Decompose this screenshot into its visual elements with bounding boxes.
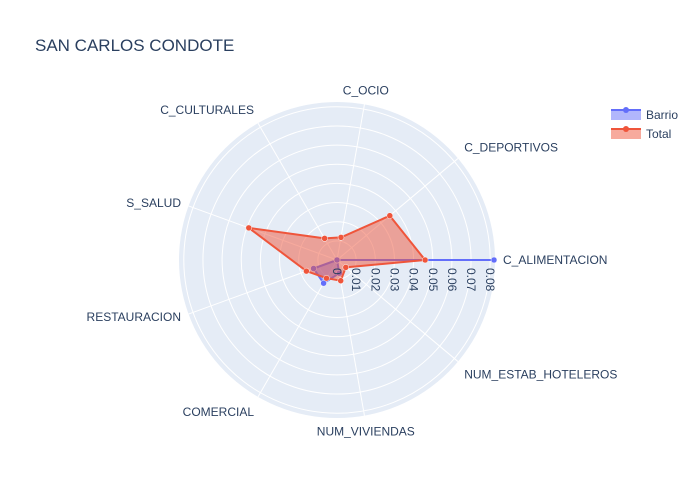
radial-tick-label: 0 [330,268,344,275]
data-point-total [342,264,350,271]
legend-item-barrio[interactable]: Barrio [611,107,678,122]
category-label: NUM_ESTAB_HOTELEROS [464,368,617,382]
legend-swatch [611,129,641,139]
data-point-total [421,256,429,264]
category-label: RESTAURACION [87,310,181,324]
radial-tick-label: 0.04 [407,268,421,292]
grid-spoke [336,259,459,362]
legend-label: Barrio [646,108,678,122]
legend-swatch [611,110,641,120]
legend-marker [623,126,629,132]
data-point-total [337,277,344,284]
radial-ticks: 0 0.01 0.02 0.03 0.04 0.05 0.06 0.07 0.08 [330,268,497,292]
legend-label: Total [646,127,671,141]
radial-tick-label: 0.03 [388,268,402,292]
radial-tick-label: 0.01 [349,268,363,292]
grid-spoke [336,259,365,416]
legend-marker [623,107,629,113]
radial-tick-label: 0.07 [464,268,478,292]
category-label: NUM_VIVIENDAS [317,425,415,439]
series-area-total [247,214,427,282]
radial-tick-label: 0.06 [445,268,459,292]
data-point-barrio [490,256,498,264]
series-layer [245,212,498,287]
radial-tick-label: 0.02 [368,268,382,292]
data-point-total [386,212,394,219]
data-point-total [303,267,310,275]
data-point-total [323,274,330,282]
data-point-total [245,224,253,232]
radial-tick-label: 0.05 [426,268,440,292]
category-label: C_OCIO [343,84,389,98]
chart-title: SAN CARLOS CONDOTE [35,36,234,55]
data-point-barrio [320,279,327,287]
axis-labels: C_ALIMENTACION C_DEPORTIVOS C_OCIO C_CULTUR… [87,84,618,439]
grid-spoke [336,104,365,261]
radial-tick-label: 0.08 [483,268,497,292]
category-label: C_DEPORTIVOS [464,140,558,154]
data-point-total [337,234,345,241]
category-label: COMERCIAL [183,405,255,419]
data-point-total [321,235,328,242]
legend[interactable]: Barrio Total [611,107,678,141]
category-label: C_CULTURALES [160,103,254,117]
category-label: S_SALUD [126,196,181,210]
category-label: C_ALIMENTACION [503,253,607,267]
legend-item-total[interactable]: Total [611,126,671,141]
